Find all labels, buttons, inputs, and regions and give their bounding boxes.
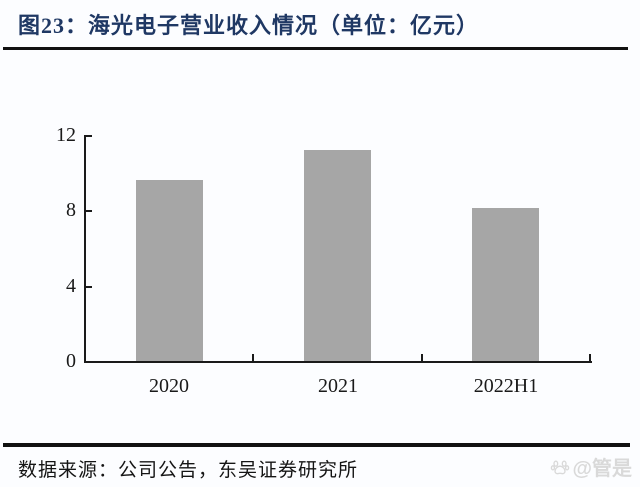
watermark: @管是	[550, 452, 632, 481]
x-axis-category-label: 2020	[149, 375, 189, 397]
title-divider	[3, 47, 628, 50]
y-axis-tick-label: 8	[66, 199, 76, 221]
chart-title: 图23：海光电子营业收入情况（单位：亿元）	[18, 13, 480, 38]
y-tick-mark	[86, 210, 92, 212]
watermark-text: @管是	[572, 458, 632, 480]
y-axis-tick-label: 12	[56, 124, 76, 146]
x-tick-mark	[252, 354, 254, 361]
bar-2021	[304, 150, 371, 361]
paw-icon	[550, 457, 570, 477]
y-axis-line	[84, 135, 86, 363]
x-axis-category-label: 2022H1	[473, 375, 539, 397]
data-source-note: 数据来源：公司公告，东吴证券研究所	[18, 460, 359, 481]
footer-divider	[3, 443, 630, 447]
x-tick-mark	[421, 354, 423, 361]
bar-2022H1	[472, 208, 539, 361]
bar-2020	[136, 180, 203, 361]
y-tick-mark	[86, 286, 92, 288]
y-tick-mark	[86, 135, 92, 137]
x-axis-line	[84, 361, 592, 363]
x-axis-category-label: 2021	[318, 375, 358, 397]
y-axis-tick-label: 4	[66, 275, 76, 297]
y-axis-tick-label: 0	[66, 350, 76, 372]
x-tick-mark	[589, 354, 591, 361]
